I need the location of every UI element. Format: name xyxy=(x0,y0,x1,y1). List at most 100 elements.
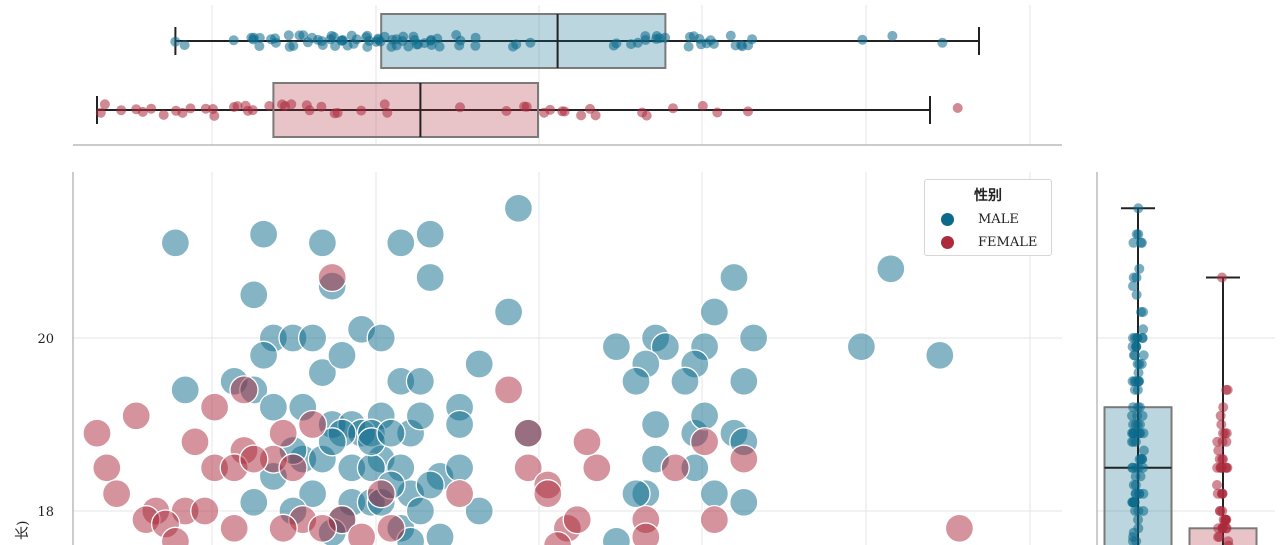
scatter-point-female xyxy=(92,453,122,483)
scatter-point-female xyxy=(444,479,475,509)
scatter-point-male xyxy=(699,297,730,327)
scatter-point-male xyxy=(366,323,396,353)
scatter-point-male xyxy=(248,340,279,370)
scatter-point-female xyxy=(582,453,612,483)
scatter-point-male xyxy=(729,366,759,396)
top-strip-point-male xyxy=(434,41,445,52)
right-strip-point-female xyxy=(1217,454,1228,465)
right-strip-point-female xyxy=(1213,532,1223,542)
scatter-point-male xyxy=(248,219,279,249)
top-strip-point-male xyxy=(302,37,313,48)
right-strip-point-male xyxy=(1137,410,1148,421)
legend-label-female: FEMALE xyxy=(978,234,1038,250)
right-strip-points xyxy=(1127,203,1234,545)
scatter-point-male xyxy=(464,496,494,526)
top-strip-point-female xyxy=(668,103,678,114)
scatter-point-female xyxy=(219,513,249,543)
top-strip-point-male xyxy=(708,38,719,49)
top-strip-point-male xyxy=(857,34,868,45)
scatter-point-female xyxy=(493,375,524,405)
top-strip-point-female xyxy=(712,107,723,118)
right-strip-point-male xyxy=(1134,454,1145,465)
scatter-point-female xyxy=(729,444,759,474)
scatter-point-female xyxy=(307,513,338,543)
top-strip-point-female xyxy=(382,107,393,118)
top-strip-point-male xyxy=(266,34,277,45)
scatter-point-female xyxy=(689,427,720,457)
top-strip-point-male xyxy=(248,34,259,45)
scatter-point-female xyxy=(542,530,573,545)
right-strip-point-male xyxy=(1128,402,1139,413)
scatter-point-female xyxy=(513,453,543,483)
top-strip-point-female xyxy=(585,103,595,114)
scatter-point-male xyxy=(670,366,700,396)
top-strip-point-male xyxy=(330,41,341,51)
top-strip-point-female xyxy=(332,107,343,118)
legend-label-male: MALE xyxy=(978,211,1019,227)
top-strip-point-female xyxy=(356,105,367,116)
top-strip-point-male xyxy=(317,40,328,50)
top-strip-point-male xyxy=(470,40,481,51)
scatter-point-male xyxy=(621,366,651,396)
top-strip-point-female xyxy=(576,110,587,121)
scatter-point-male xyxy=(601,332,632,362)
top-gridlines xyxy=(211,5,1031,145)
top-strip-point-female xyxy=(316,101,327,112)
top-strip-point-male xyxy=(337,35,348,46)
y-axis-label: 长) xyxy=(15,521,31,540)
legend-marker-female xyxy=(941,235,954,249)
right-strip-point-female xyxy=(1217,506,1228,516)
scatter-point-male xyxy=(464,349,494,379)
right-boxes xyxy=(1103,207,1258,545)
top-strip-point-male xyxy=(640,35,651,45)
right-strip-point-male xyxy=(1128,536,1138,545)
top-strip-point-female xyxy=(116,105,127,116)
right-strip-point-male xyxy=(1128,428,1139,439)
top-strip-point-female xyxy=(158,109,169,120)
scatter-point-male xyxy=(601,526,632,545)
right-strip-point-female xyxy=(1213,445,1224,456)
right-strip-point-male xyxy=(1138,324,1149,335)
top-strip-point-female xyxy=(539,107,550,118)
scatter-point-female xyxy=(631,522,661,545)
top-strip-point-male xyxy=(283,30,294,41)
scatter-point-male xyxy=(699,479,730,509)
top-strip-point-female xyxy=(95,107,106,118)
scatter-point-female xyxy=(239,444,269,474)
right-strip-point-male xyxy=(1130,333,1140,343)
top-strip-point-female xyxy=(743,106,753,117)
right-strip-point-female xyxy=(1217,488,1228,499)
top-strip-point-male xyxy=(626,39,637,50)
right-strip-point-female xyxy=(1220,514,1231,525)
scatter-point-male xyxy=(239,487,269,517)
scatter-point-female xyxy=(82,418,112,448)
top-strip-point-male xyxy=(346,30,357,41)
right-strip-point-male xyxy=(1134,376,1144,387)
top-strip-point-female xyxy=(229,102,239,112)
right-strip-point-male xyxy=(1132,359,1143,369)
top-strip-point-male xyxy=(525,37,536,48)
top-strip-point-male xyxy=(170,36,181,47)
right-strip-point-male xyxy=(1136,307,1146,317)
top-strip-point-male xyxy=(432,33,443,44)
scatter-point-male xyxy=(415,262,445,293)
scatter-point-female xyxy=(278,453,308,483)
right-strip-point-male xyxy=(1133,367,1144,378)
right-strip-point-male xyxy=(1133,203,1144,214)
right-strip-point-male xyxy=(1131,289,1142,300)
legend-title: 性别 xyxy=(974,188,1002,204)
right-boxplot-panel xyxy=(1096,172,1275,545)
right-strip-point-male xyxy=(1135,419,1145,430)
scatter-point-female xyxy=(660,453,690,483)
main-scatter-points xyxy=(82,193,975,545)
scatter-point-female xyxy=(533,479,563,509)
scatter-point-female xyxy=(297,409,328,440)
top-strip-point-male xyxy=(397,36,408,46)
scatter-point-male xyxy=(650,332,681,362)
top-strip-point-male xyxy=(326,30,337,41)
right-strip-point-female xyxy=(1218,428,1228,439)
scatter-point-female xyxy=(366,479,396,509)
right-strip-point-male xyxy=(1128,237,1139,248)
right-strip-point-female xyxy=(1221,436,1232,447)
right-strip-point-male xyxy=(1135,471,1146,482)
